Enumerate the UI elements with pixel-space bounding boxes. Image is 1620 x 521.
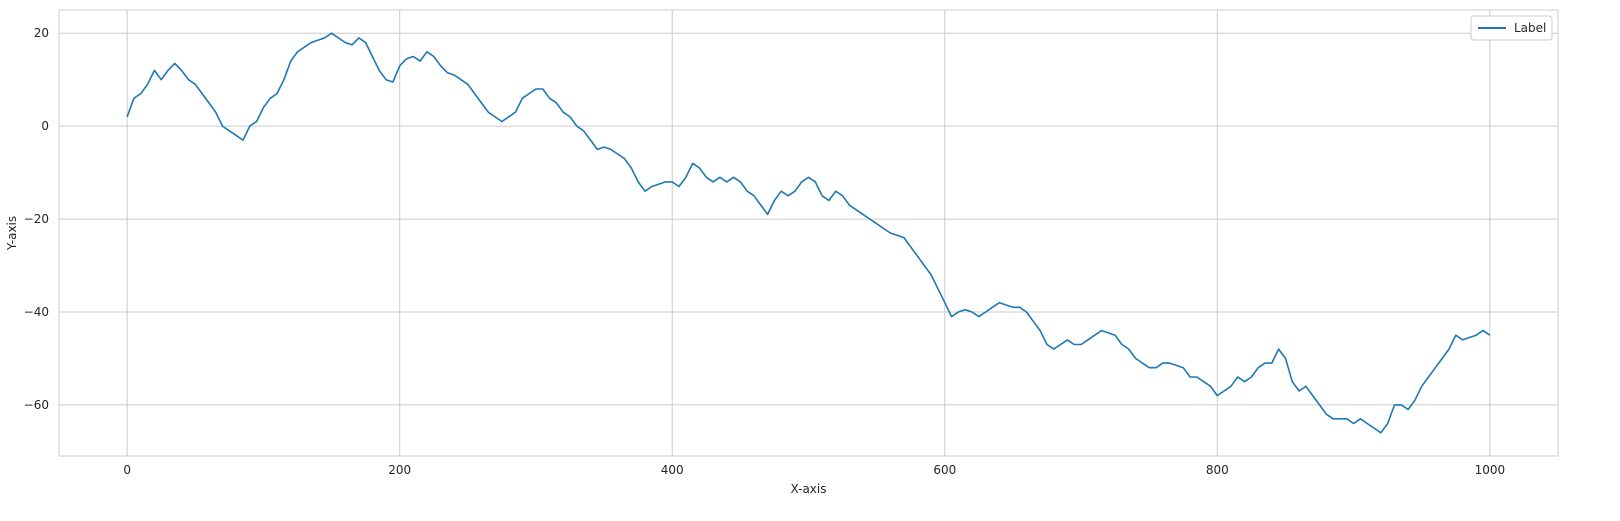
legend-box bbox=[1470, 15, 1553, 41]
legend: Label bbox=[1470, 15, 1553, 41]
series-line bbox=[126, 32, 1491, 434]
y-tick-label: 0 bbox=[41, 119, 49, 133]
x-tick-label: 600 bbox=[933, 463, 956, 477]
y-tick-label: −20 bbox=[24, 212, 49, 226]
x-axis-label: X-axis bbox=[791, 482, 827, 496]
x-tick-label: 400 bbox=[661, 463, 684, 477]
x-tick-label: 1000 bbox=[1475, 463, 1506, 477]
legend-label: Label bbox=[1514, 21, 1546, 35]
plot-frame bbox=[58, 9, 1559, 457]
y-tick-label: −40 bbox=[24, 305, 49, 319]
y-tick-label: −60 bbox=[24, 398, 49, 412]
y-tick-label: 20 bbox=[34, 26, 49, 40]
plot-area bbox=[59, 10, 1558, 456]
x-tick-label: 800 bbox=[1206, 463, 1229, 477]
x-tick-label: 200 bbox=[388, 463, 411, 477]
y-tick-labels: 20 0 −20 −40 −60 bbox=[24, 26, 49, 412]
x-tick-label: 0 bbox=[123, 463, 131, 477]
grid bbox=[59, 10, 1558, 456]
y-axis-label: Y-axis bbox=[5, 216, 19, 251]
x-tick-labels: 0 200 400 600 800 1000 bbox=[123, 463, 1505, 477]
series-layer bbox=[126, 32, 1491, 434]
